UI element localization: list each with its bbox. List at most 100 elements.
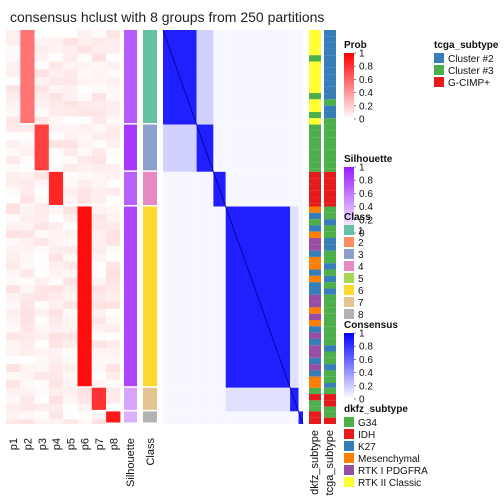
legend-swatch-dkfz_subtype <box>344 453 354 463</box>
prob-cell-p8 <box>106 332 121 341</box>
column-label-p1: p1 <box>8 438 20 450</box>
prob-cell-p5 <box>63 387 78 396</box>
prob-cell-p4 <box>48 238 64 246</box>
prob-cell-p6 <box>77 203 92 207</box>
dkfz-cell <box>309 111 321 119</box>
prob-cell-p5 <box>63 269 78 278</box>
prob-cell-p6 <box>77 30 92 38</box>
tcga-cell <box>324 111 336 119</box>
tcga-cell <box>324 275 336 283</box>
prob-cell-p4 <box>48 316 64 325</box>
prob-cell-p1 <box>6 324 21 333</box>
class-bar <box>143 124 157 171</box>
tcga-cell <box>324 326 336 333</box>
class-bar <box>143 206 157 387</box>
prob-cell-p7 <box>91 30 107 38</box>
legend-item-label: G-CIMP+ <box>448 78 490 89</box>
dkfz-cell <box>309 124 321 131</box>
prob-cell-p5 <box>63 332 78 341</box>
dkfz-cell <box>309 80 321 87</box>
legend-tick-label: 0.4 <box>359 368 373 379</box>
prob-cell-p6 <box>77 93 92 101</box>
prob-cell-p3 <box>34 69 49 78</box>
prob-cell-p3 <box>34 203 49 207</box>
dkfz-cell <box>309 376 321 384</box>
prob-cell-p8 <box>106 324 121 333</box>
legend-item-label: 8 <box>358 310 364 321</box>
prob-cell-p7 <box>91 230 107 239</box>
legend-tick-label: 0.4 <box>359 88 373 99</box>
prob-cell-p8 <box>106 348 121 357</box>
consensus-block <box>213 206 226 388</box>
legend-tick-label: 1 <box>359 163 365 174</box>
prob-cell-p7 <box>91 387 107 410</box>
dkfz-cell <box>309 143 321 150</box>
legend-swatch-dkfz_subtype <box>344 417 354 427</box>
tcga-cell <box>324 93 336 100</box>
prob-cell-p4 <box>48 53 64 62</box>
prob-cell-p3 <box>34 364 49 372</box>
prob-cell-p4 <box>48 411 64 420</box>
prob-cell-p3 <box>34 277 49 286</box>
prob-cell-p7 <box>91 132 107 141</box>
prob-cell-p3 <box>34 53 49 62</box>
tcga-cell <box>324 86 336 94</box>
dkfz-cell <box>309 294 321 302</box>
legend-tick-label: 0.6 <box>359 189 373 200</box>
prob-cell-p1 <box>6 45 21 54</box>
prob-cell-p1 <box>6 245 21 254</box>
legend-swatch-class <box>344 237 354 247</box>
prob-cell-p3 <box>34 356 49 365</box>
prob-cell-p5 <box>63 203 78 207</box>
prob-cell-p1 <box>6 214 21 223</box>
consensus-block <box>163 411 197 424</box>
legend-swatch-class <box>344 249 354 259</box>
prob-cell-p6 <box>77 53 92 62</box>
prob-cell-p8 <box>106 411 121 423</box>
prob-cell-p1 <box>6 93 21 101</box>
prob-cell-p7 <box>91 37 107 46</box>
prob-cell-p2 <box>20 238 35 246</box>
dkfz-cell <box>309 319 321 327</box>
prob-cell-p3 <box>34 324 49 333</box>
dkfz-cell <box>309 263 321 270</box>
tcga-cell <box>324 294 336 302</box>
prob-cell-p3 <box>34 387 49 396</box>
prob-cell-p6 <box>77 61 92 70</box>
legend-item-label: 7 <box>358 298 364 309</box>
prob-cell-p7 <box>91 100 107 109</box>
prob-cell-p3 <box>34 238 49 246</box>
prob-cell-p5 <box>63 403 78 412</box>
prob-cell-p8 <box>106 222 121 231</box>
prob-cell-p3 <box>34 411 49 420</box>
dkfz-cell <box>309 370 321 377</box>
legend-item-label: Cluster #3 <box>448 66 494 77</box>
prob-cell-p8 <box>106 77 121 86</box>
dkfz-cell <box>309 203 321 207</box>
legend-swatch-tcga_subtype <box>434 53 444 63</box>
prob-cell-p3 <box>34 116 49 125</box>
prob-cell-p4 <box>48 387 64 396</box>
prob-cell-p7 <box>91 108 107 117</box>
prob-cell-p1 <box>6 238 21 246</box>
prob-cell-p4 <box>48 356 64 365</box>
prob-cell-p5 <box>63 324 78 333</box>
prob-cell-p4 <box>48 285 64 294</box>
prob-cell-p1 <box>6 77 21 86</box>
prob-cell-p3 <box>34 403 49 412</box>
consensus-block <box>298 206 303 388</box>
tcga-cell <box>324 61 336 68</box>
prob-cell-p2 <box>20 340 35 349</box>
prob-cell-p2 <box>20 379 35 388</box>
prob-cell-p8 <box>106 269 121 278</box>
dkfz-cell <box>309 238 321 245</box>
prob-cell-p7 <box>91 163 107 172</box>
prob-cell-p5 <box>63 77 78 86</box>
prob-cell-p7 <box>91 69 107 78</box>
prob-cell-p7 <box>91 301 107 309</box>
tcga-cell <box>324 206 336 213</box>
dkfz-cell <box>309 178 321 185</box>
prob-cell-p1 <box>6 403 21 412</box>
prob-cell-p6 <box>77 163 92 172</box>
tcga-cell <box>324 130 336 138</box>
